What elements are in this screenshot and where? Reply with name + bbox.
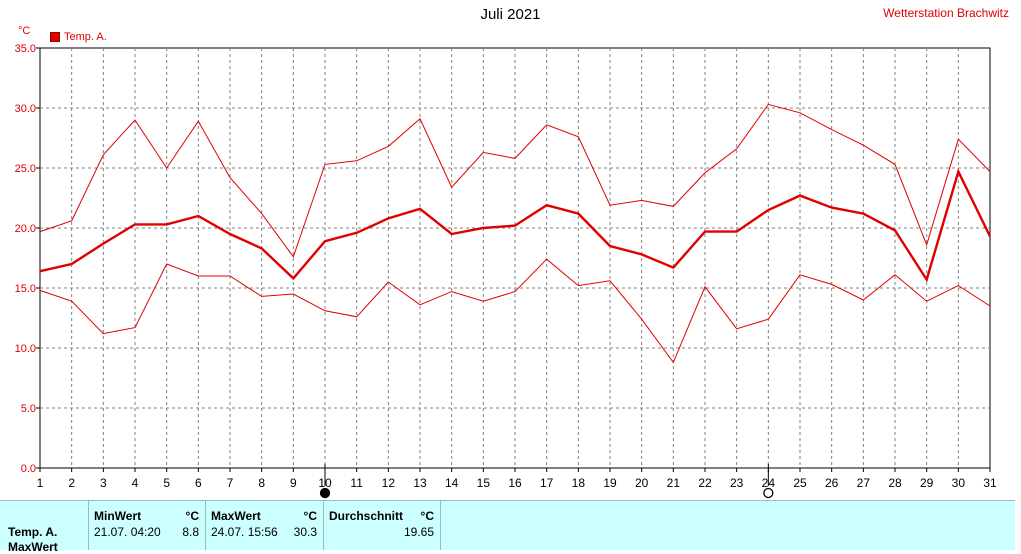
x-tick-label: 13 bbox=[413, 476, 427, 490]
x-tick-label: 3 bbox=[100, 476, 107, 490]
avg-column: Durchschnitt °C 19.65 bbox=[323, 501, 441, 550]
x-tick-label: 20 bbox=[635, 476, 649, 490]
stats-row-label-2: MaxWert bbox=[8, 540, 58, 554]
new-moon-marker bbox=[319, 487, 331, 499]
y-tick-label: 25.0 bbox=[15, 163, 36, 175]
max-time: 24.07. 15:56 bbox=[211, 525, 278, 539]
avg-unit: °C bbox=[420, 509, 434, 523]
y-tick-label: 10.0 bbox=[15, 343, 36, 355]
min-unit: °C bbox=[185, 509, 199, 523]
x-tick-label: 28 bbox=[888, 476, 902, 490]
x-tick-label: 22 bbox=[698, 476, 712, 490]
stats-panel: Temp. A. MaxWert MinWert °C 21.07. 04:20… bbox=[0, 500, 1015, 554]
series-line-max bbox=[39, 103, 991, 258]
series-line-min bbox=[39, 258, 991, 364]
x-tick-label: 23 bbox=[730, 476, 744, 490]
min-time: 21.07. 04:20 bbox=[94, 525, 161, 539]
legend: Temp. A. bbox=[50, 31, 107, 43]
x-tick-label: 16 bbox=[508, 476, 522, 490]
x-tick-label: 1 bbox=[37, 476, 44, 490]
x-tick-label: 7 bbox=[227, 476, 234, 490]
x-tick-label: 12 bbox=[382, 476, 396, 490]
series-line-average bbox=[39, 168, 992, 283]
y-tick-label: 15.0 bbox=[15, 283, 36, 295]
y-tick-label: 20.0 bbox=[15, 223, 36, 235]
max-unit: °C bbox=[303, 509, 317, 523]
max-header: MaxWert bbox=[211, 509, 261, 523]
x-tick-label: 14 bbox=[445, 476, 459, 490]
x-tick-label: 9 bbox=[290, 476, 297, 490]
x-tick-label: 2 bbox=[68, 476, 75, 490]
x-tick-label: 31 bbox=[983, 476, 997, 490]
x-tick-label: 30 bbox=[952, 476, 966, 490]
avg-header: Durchschnitt bbox=[329, 509, 404, 523]
y-tick-label: 30.0 bbox=[15, 103, 36, 115]
avg-value: 19.65 bbox=[403, 525, 434, 539]
stats-label-column: Temp. A. MaxWert bbox=[0, 501, 89, 554]
max-column: MaxWert °C 24.07. 15:56 30.3 bbox=[205, 501, 324, 550]
min-column: MinWert °C 21.07. 04:20 8.8 bbox=[88, 501, 206, 550]
y-tick-label: 35.0 bbox=[15, 43, 36, 55]
x-tick-label: 25 bbox=[793, 476, 807, 490]
chart-title: Juli 2021 bbox=[480, 6, 541, 23]
temperature-chart: 0.05.010.015.020.025.030.035.01 2 3 4 5 6 7 8 9 1… bbox=[15, 43, 997, 499]
min-value: 8.8 bbox=[182, 525, 199, 539]
y-tick-label: 5.0 bbox=[21, 403, 36, 415]
max-value: 30.3 bbox=[293, 525, 317, 539]
x-tick-label: 5 bbox=[163, 476, 170, 490]
legend-label: Temp. A. bbox=[64, 31, 107, 43]
full-moon-marker bbox=[763, 487, 774, 499]
x-tick-label: 21 bbox=[667, 476, 681, 490]
x-tick-label: 4 bbox=[132, 476, 139, 490]
x-tick-label: 27 bbox=[857, 476, 871, 490]
x-tick-label: 19 bbox=[603, 476, 617, 490]
x-tick-label: 17 bbox=[540, 476, 554, 490]
station-name: Wetterstation Brachwitz bbox=[883, 6, 1009, 20]
x-tick-label: 6 bbox=[195, 476, 202, 490]
x-tick-label: 11 bbox=[350, 476, 363, 490]
x-tick-label: 15 bbox=[477, 476, 491, 490]
y-tick-label: 0.0 bbox=[21, 463, 36, 475]
x-tick-label: 8 bbox=[258, 476, 265, 490]
x-tick-label: 26 bbox=[825, 476, 839, 490]
x-tick-label: 18 bbox=[572, 476, 586, 490]
min-header: MinWert bbox=[94, 509, 142, 523]
stats-row-label: Temp. A. bbox=[8, 525, 58, 539]
legend-swatch bbox=[50, 32, 60, 42]
y-axis-unit: °C bbox=[18, 25, 31, 37]
x-tick-label: 29 bbox=[920, 476, 934, 490]
